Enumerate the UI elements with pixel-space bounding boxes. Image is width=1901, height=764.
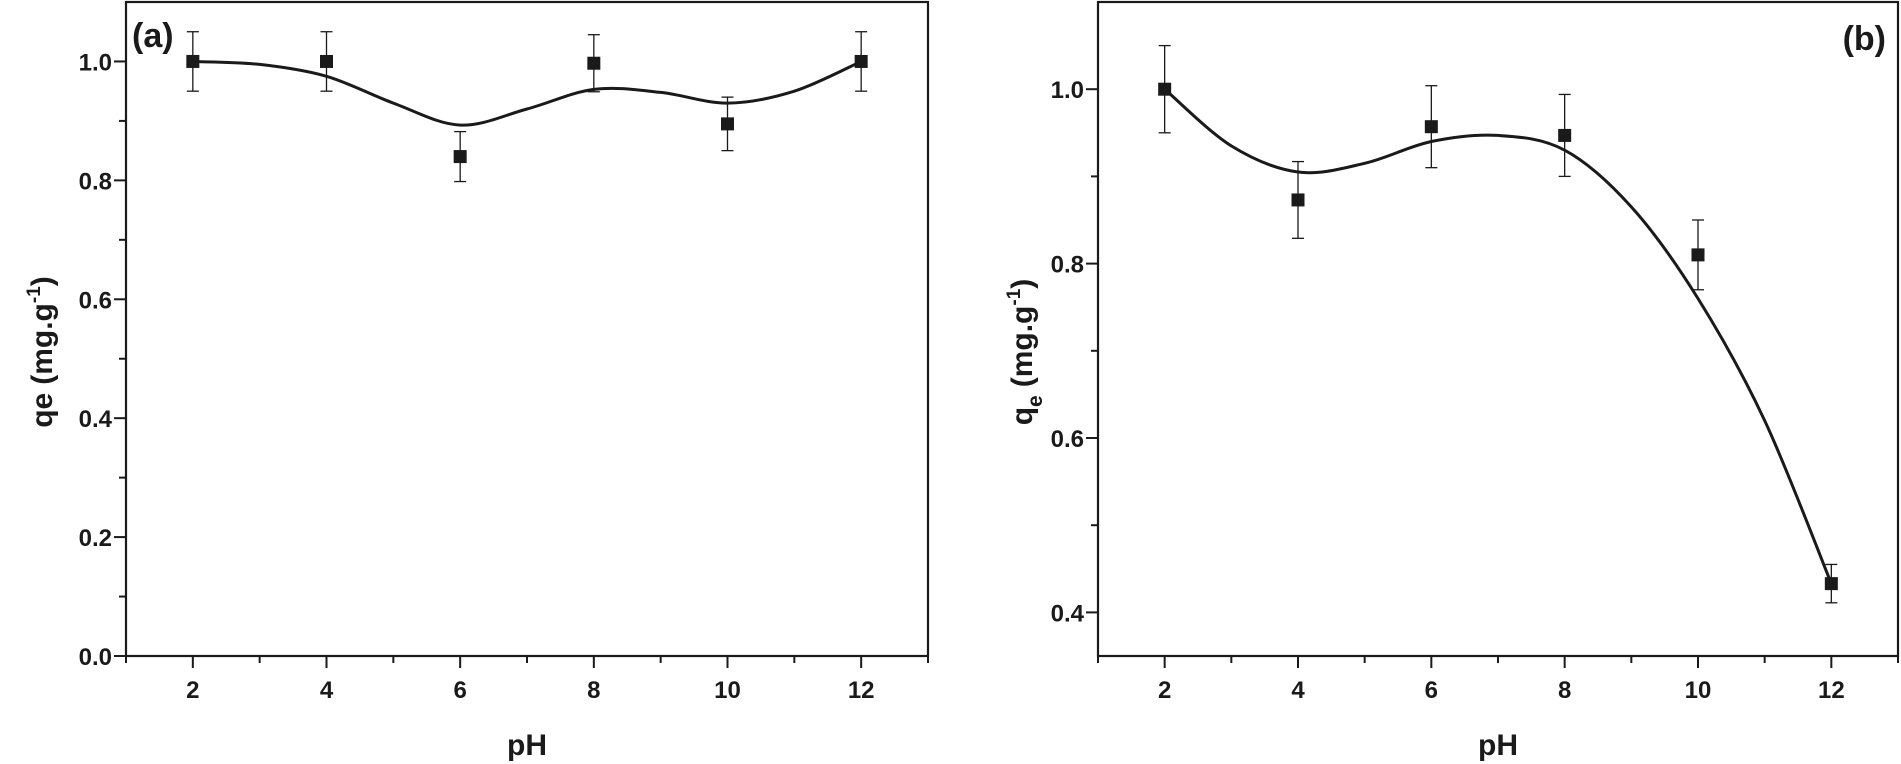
x-tick-label: 6 [453,677,466,704]
plot-frame-b [1096,0,1900,658]
y-axis-label-b-close: ) [1006,279,1039,289]
data-point [320,31,333,92]
fit-curve-b [1163,88,1833,585]
data-point [1158,44,1172,134]
y-axis-label-a-unit: (mg.g [26,303,59,385]
y-axis-label-b-main: q [1006,407,1039,425]
x-tick-label: 10 [1685,677,1712,704]
y-tick-label: 0.8 [79,168,112,195]
square-marker [186,54,200,68]
y-axis-label-a-main: qe [26,393,59,428]
data-point [1558,93,1572,178]
data-point [453,130,467,183]
square-marker [1291,193,1305,207]
x-tick-label: 2 [1158,677,1171,704]
y-tick-label: 0.4 [1051,600,1085,627]
fit-curve-a [192,60,862,127]
square-marker [453,150,467,164]
y-axis-label-b-sub: e [1024,395,1047,407]
data-point [1424,85,1438,169]
y-tick-label: 0.0 [79,644,112,671]
y-tick-label: 0.6 [1051,426,1084,453]
panel-label-b: (b) [1843,20,1886,58]
data-point [1291,160,1305,239]
plot-frame-a [124,0,930,658]
y-axis-label-b-unit: (mg.g [1006,306,1039,388]
y-axis-label-b: qe (mg.g-1) [1004,279,1047,426]
y-axis-label-a: qe (mg.g-1) [24,276,59,428]
x-axis-label-b: pH [1478,729,1518,762]
data-point [587,34,601,93]
panel-label-a: (a) [132,17,174,55]
square-marker [854,54,868,68]
data-point [186,31,200,92]
y-axis-label-b-sup: -1 [1004,288,1025,305]
square-marker [1558,128,1572,142]
x-tick-label: 2 [186,677,199,704]
y-tick-label: 1.0 [1051,77,1084,104]
square-marker [1158,82,1172,96]
y-tick-label: 0.2 [79,525,112,552]
chart-panel-a: 2 4 6 8 10 12 0.0 0.2 0.4 0.6 0.8 1.0 (a) pH qe (mg.… [24,0,930,762]
data-point [1824,563,1838,604]
y-tick-label: 0.6 [79,287,112,314]
data-points-a [186,31,868,183]
x-tick-label: 6 [1425,677,1438,704]
data-point [854,31,868,92]
x-tick-label: 4 [1291,677,1305,704]
x-tick-label: 8 [587,677,600,704]
x-tick-label: 10 [714,677,741,704]
axis-ticks-b [1086,88,1899,668]
x-tick-label: 12 [1818,677,1845,704]
square-marker [320,54,333,68]
y-tick-label: 0.8 [1051,252,1084,279]
square-marker [587,56,601,70]
x-tick-label: 8 [1558,677,1571,704]
x-tick-label: 4 [320,677,334,704]
data-point [721,96,734,152]
square-marker [1691,248,1705,262]
data-point [1691,219,1705,291]
y-axis-label-a-sup: -1 [24,286,45,303]
data-points-b [1158,44,1838,604]
y-axis-label-a-close: ) [26,276,59,286]
x-tick-label: 12 [848,677,875,704]
x-axis-label-a: pH [507,729,547,762]
tick-labels-a: 2 4 6 8 10 12 0.0 0.2 0.4 0.6 0.8 1.0 [79,49,875,704]
square-marker [1424,120,1438,134]
y-tick-label: 0.4 [79,406,113,433]
square-marker [721,117,734,131]
axis-ticks-a [114,60,929,668]
tick-labels-b: 2 4 6 8 10 12 0.4 0.6 0.8 1.0 [1051,77,1845,704]
chart-panel-b: 2 4 6 8 10 12 0.4 0.6 0.8 1.0 (b) pH qe (mg.g-1) [1004,0,1900,762]
square-marker [1824,577,1838,591]
y-tick-label: 1.0 [79,49,112,76]
